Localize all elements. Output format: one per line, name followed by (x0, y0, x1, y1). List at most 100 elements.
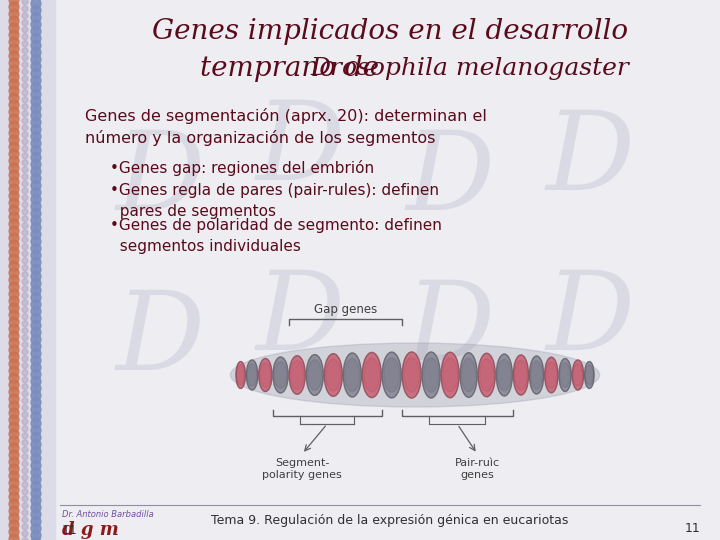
Ellipse shape (560, 363, 570, 387)
Circle shape (22, 426, 28, 432)
Ellipse shape (531, 361, 543, 389)
Circle shape (22, 447, 28, 453)
Circle shape (9, 191, 19, 201)
Circle shape (22, 538, 28, 540)
Circle shape (9, 44, 19, 54)
Circle shape (22, 55, 28, 60)
Circle shape (9, 296, 19, 306)
Circle shape (32, 458, 40, 466)
Circle shape (31, 180, 41, 191)
Circle shape (32, 52, 40, 60)
Circle shape (9, 485, 19, 495)
Circle shape (32, 73, 40, 81)
Circle shape (9, 527, 19, 537)
Circle shape (22, 27, 28, 33)
Circle shape (22, 195, 28, 201)
Circle shape (9, 240, 19, 250)
Circle shape (31, 12, 41, 23)
Text: Dr. Antonio Barbadilla: Dr. Antonio Barbadilla (62, 510, 154, 519)
Circle shape (32, 416, 40, 424)
Circle shape (22, 531, 28, 537)
Circle shape (9, 310, 19, 320)
Circle shape (22, 76, 28, 82)
Circle shape (22, 524, 28, 530)
Circle shape (22, 83, 28, 89)
Circle shape (22, 118, 28, 124)
Circle shape (22, 160, 28, 166)
Circle shape (31, 76, 41, 85)
Circle shape (10, 139, 18, 147)
Circle shape (32, 80, 40, 88)
Circle shape (9, 324, 19, 334)
Circle shape (31, 33, 41, 44)
Circle shape (31, 55, 41, 64)
Circle shape (32, 220, 40, 228)
Circle shape (22, 384, 28, 390)
Circle shape (31, 125, 41, 134)
Circle shape (31, 418, 41, 429)
Ellipse shape (345, 359, 360, 392)
Circle shape (31, 159, 41, 170)
Ellipse shape (462, 359, 476, 392)
Circle shape (31, 118, 41, 127)
Circle shape (9, 415, 19, 425)
Ellipse shape (404, 358, 420, 392)
Circle shape (32, 206, 40, 214)
Circle shape (9, 219, 19, 229)
Circle shape (22, 209, 28, 215)
Circle shape (31, 5, 41, 16)
Circle shape (9, 233, 19, 243)
Circle shape (10, 238, 18, 246)
Circle shape (31, 83, 41, 92)
Ellipse shape (546, 362, 557, 388)
Circle shape (9, 177, 19, 187)
Circle shape (9, 86, 19, 96)
Circle shape (10, 503, 18, 511)
Circle shape (32, 234, 40, 242)
Circle shape (32, 332, 40, 340)
Circle shape (9, 443, 19, 453)
Circle shape (31, 447, 41, 456)
Circle shape (9, 366, 19, 376)
Circle shape (9, 457, 19, 467)
Circle shape (31, 468, 41, 477)
Circle shape (10, 91, 18, 98)
Text: Drosophila melanogaster: Drosophila melanogaster (310, 57, 629, 80)
Text: •Genes regla de pares (pair-rules): definen
  pares de segmentos: •Genes regla de pares (pair-rules): defi… (110, 183, 439, 219)
Text: D: D (115, 126, 204, 234)
Circle shape (22, 20, 28, 26)
Circle shape (10, 98, 18, 105)
Circle shape (10, 462, 18, 469)
Circle shape (10, 280, 18, 287)
Circle shape (10, 21, 18, 29)
Text: D: D (256, 96, 345, 204)
Ellipse shape (306, 355, 323, 395)
Ellipse shape (260, 363, 271, 387)
Ellipse shape (498, 359, 511, 390)
Circle shape (10, 489, 18, 497)
Text: Genes implicados en el desarrollo: Genes implicados en el desarrollo (152, 18, 628, 45)
Circle shape (10, 125, 18, 133)
Circle shape (10, 517, 18, 525)
Circle shape (10, 252, 18, 260)
Ellipse shape (362, 353, 382, 397)
Circle shape (22, 342, 28, 348)
Circle shape (22, 335, 28, 341)
Ellipse shape (573, 364, 582, 386)
Circle shape (22, 286, 28, 292)
Circle shape (31, 286, 41, 295)
Circle shape (32, 353, 40, 361)
Circle shape (32, 31, 40, 39)
Circle shape (31, 496, 41, 505)
Circle shape (31, 244, 41, 253)
Circle shape (10, 105, 18, 112)
Ellipse shape (290, 361, 304, 389)
Circle shape (31, 230, 41, 240)
Circle shape (10, 245, 18, 253)
Text: Tema 9. Regulación de la expresión génica en eucariotas: Tema 9. Regulación de la expresión génic… (211, 514, 569, 527)
Ellipse shape (460, 353, 477, 397)
Circle shape (22, 503, 28, 509)
Circle shape (9, 30, 19, 40)
Text: D: D (546, 106, 634, 214)
Circle shape (32, 465, 40, 473)
